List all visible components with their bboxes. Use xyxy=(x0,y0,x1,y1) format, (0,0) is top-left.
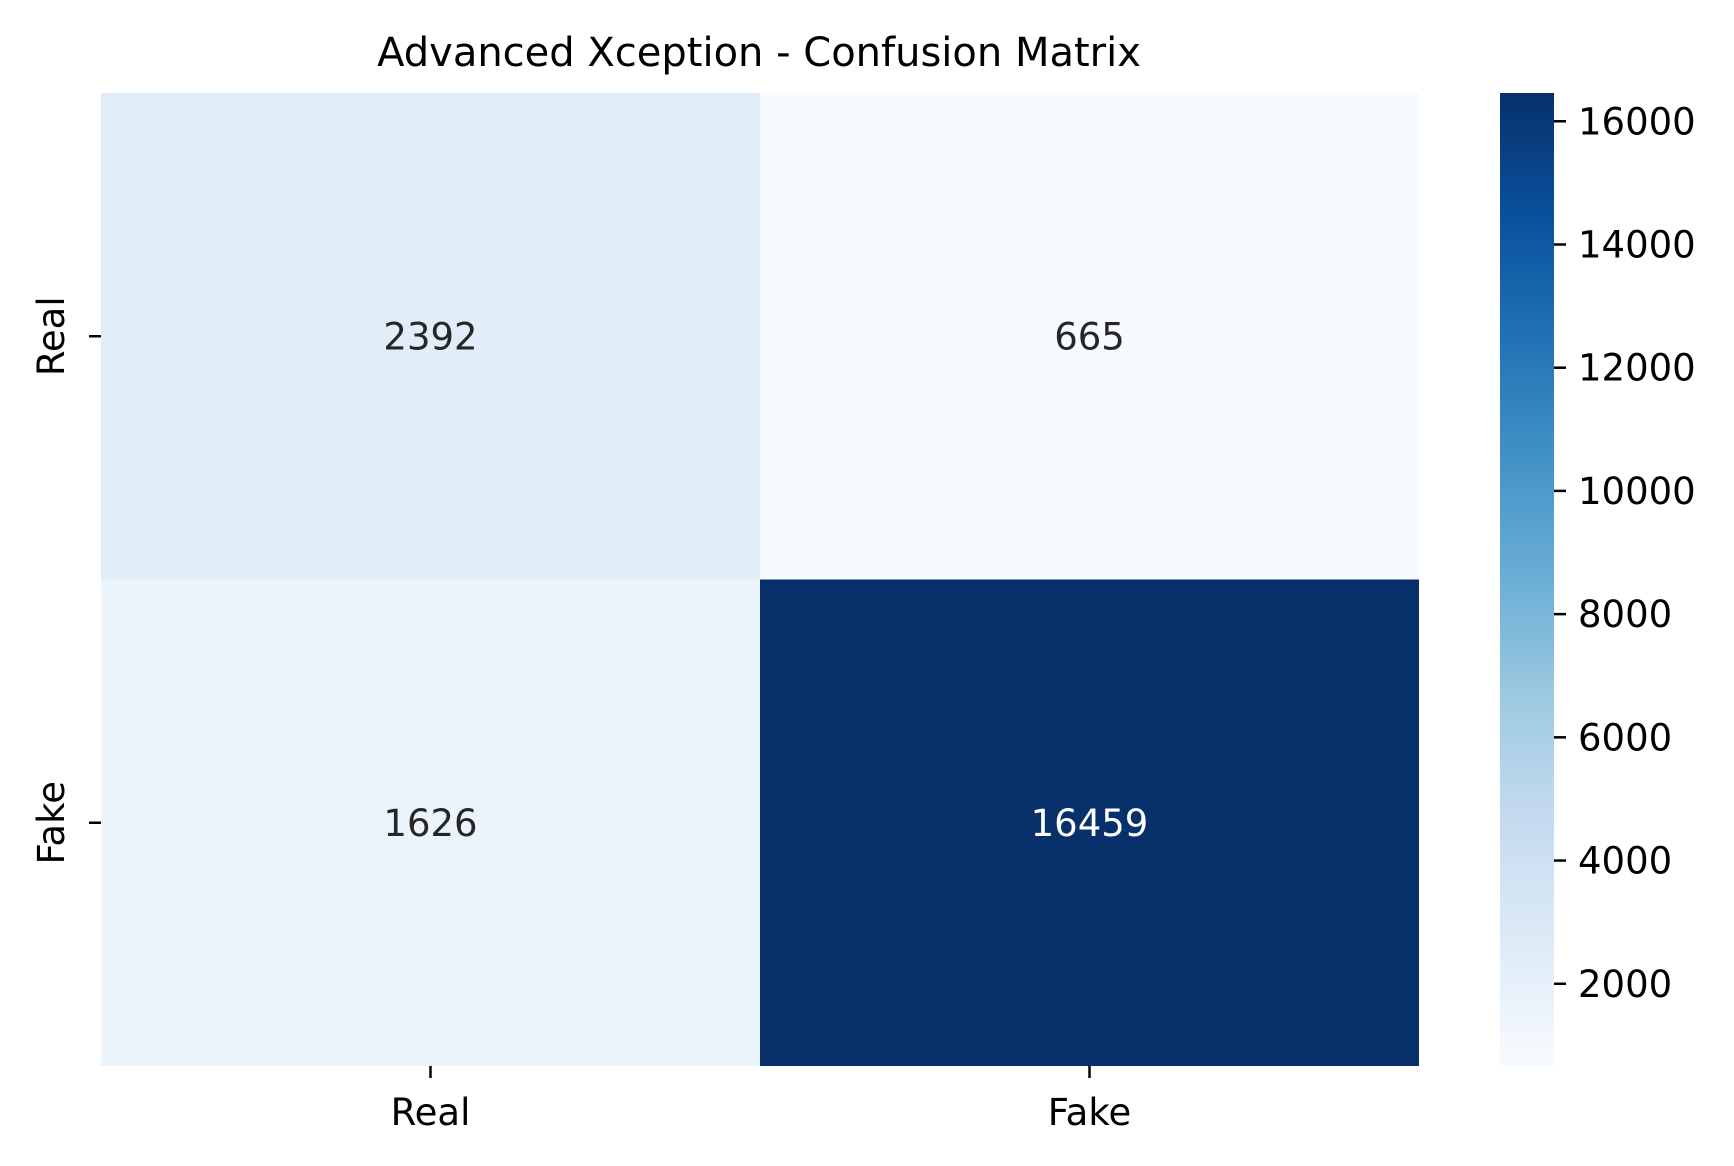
colorbar-tick-label-3: 8000 xyxy=(1578,593,1672,636)
y-tick-label-1: Fake xyxy=(30,781,73,864)
x-tick-label-0: Real xyxy=(391,1091,471,1134)
colorbar-tick-label-4: 10000 xyxy=(1578,470,1696,513)
x-axis: Real Fake xyxy=(391,1066,1131,1134)
colorbar-tick-label-7: 16000 xyxy=(1578,100,1696,143)
cell-value-0-0: 2392 xyxy=(383,315,477,358)
cell-value-1-0: 1626 xyxy=(383,802,477,845)
colorbar-tick-label-2: 6000 xyxy=(1578,716,1672,759)
colorbar-tick-label-0: 2000 xyxy=(1578,963,1672,1006)
colorbar-gradient xyxy=(1500,93,1554,1066)
y-tick-label-0: Real xyxy=(30,296,73,376)
x-tick-label-1: Fake xyxy=(1048,1091,1131,1134)
colorbar-ticks: 2000 4000 6000 8000 10000 12000 14000 16000 xyxy=(1554,100,1696,1006)
colorbar-tick-label-6: 14000 xyxy=(1578,223,1696,266)
colorbar-tick-label-1: 4000 xyxy=(1578,840,1672,883)
heatmap-cell-1-0 xyxy=(101,579,760,1066)
heatmap-cells xyxy=(101,93,1419,1066)
y-axis: Real Fake xyxy=(30,296,101,864)
cell-value-1-1: 16459 xyxy=(1031,802,1149,845)
heatmap-cell-0-1 xyxy=(760,93,1419,580)
colorbar: 2000 4000 6000 8000 10000 12000 14000 16000 xyxy=(1500,93,1696,1066)
heatmap-cell-1-1 xyxy=(760,579,1419,1066)
cell-value-0-1: 665 xyxy=(1054,315,1125,358)
chart-title: Advanced Xception - Confusion Matrix xyxy=(377,30,1141,76)
colorbar-tick-label-5: 12000 xyxy=(1578,347,1696,390)
heatmap-cell-0-0 xyxy=(101,93,760,580)
heatmap-cell-labels: 2392 665 1626 16459 xyxy=(383,315,1148,845)
